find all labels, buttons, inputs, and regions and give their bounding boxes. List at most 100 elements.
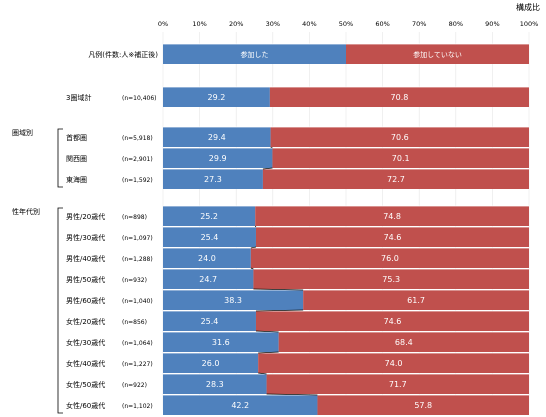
row-count: (n=1,097) <box>122 235 153 242</box>
x-tick-label: 100% <box>520 20 539 28</box>
connector-line <box>266 393 318 396</box>
row-label-1: 74.6 <box>384 317 402 326</box>
connector-line <box>250 267 254 270</box>
row-label-1: 72.7 <box>387 175 405 184</box>
connector-line <box>258 351 279 354</box>
x-tick-label: 40% <box>302 20 316 28</box>
x-tick-label: 10% <box>192 20 206 28</box>
x-tick-label: 30% <box>266 20 280 28</box>
x-tick-label: 70% <box>412 20 426 28</box>
row-label: 女性/30歳代 <box>66 338 105 347</box>
x-tick-label: 50% <box>339 20 353 28</box>
row-bar-1 <box>317 395 529 415</box>
row-bar-0 <box>163 290 304 310</box>
row-label-0: 26.0 <box>202 359 220 368</box>
row-bar-0 <box>163 395 318 415</box>
row-label-0: 29.2 <box>208 93 226 102</box>
row-bar-1 <box>250 248 529 268</box>
row-bar-0 <box>163 269 254 289</box>
row-label-0: 28.3 <box>206 380 224 389</box>
row-bar-1 <box>278 332 529 352</box>
connector-line <box>262 167 273 170</box>
row-label: 女性/20歳代 <box>66 317 105 326</box>
connector-line <box>254 225 257 228</box>
connector-line <box>270 146 273 149</box>
row-bar-1 <box>270 127 529 147</box>
row-bar-1 <box>258 353 529 373</box>
connector-line <box>250 246 257 249</box>
row-bar-1 <box>269 87 529 107</box>
row-label-1: 74.0 <box>385 359 403 368</box>
row-bar-1 <box>255 206 529 226</box>
x-tick-label: 90% <box>485 20 499 28</box>
row-bar-0 <box>163 87 270 107</box>
row-bar-0 <box>163 332 279 352</box>
row-label-1: 76.0 <box>381 254 399 263</box>
row-label: 男性/20歳代 <box>66 212 105 221</box>
row-count: (n=1,227) <box>122 361 153 368</box>
row-bar-1 <box>266 374 529 394</box>
row-label-1: 70.1 <box>392 154 410 163</box>
row-label-0: 25.4 <box>201 233 219 242</box>
x-tick-label: 0% <box>158 20 168 28</box>
row-bar-1 <box>253 269 530 289</box>
row-label-1: 70.6 <box>391 133 409 142</box>
legend-bar-1 <box>346 44 529 64</box>
row-label-0: 42.2 <box>231 401 249 410</box>
row-label-1: 57.8 <box>414 401 432 410</box>
row-label: 男性/30歳代 <box>66 233 105 242</box>
legend-label-0: 参加した <box>241 50 269 59</box>
row-count: (n=1,592) <box>122 177 153 184</box>
legend-bar-0 <box>163 44 346 64</box>
row-count: (n=1,102) <box>122 403 153 410</box>
legend-label-1: 参加していない <box>413 50 462 59</box>
row-label-1: 75.3 <box>382 275 400 284</box>
row-label: 女性/40歳代 <box>66 359 105 368</box>
row-label-0: 25.2 <box>200 212 218 221</box>
row-label-1: 68.4 <box>395 338 413 347</box>
row-label-0: 25.4 <box>201 317 219 326</box>
row-bar-0 <box>163 227 256 247</box>
row-count: (n=922) <box>122 382 147 389</box>
row-bar-0 <box>163 353 259 373</box>
row-label: 男性/50歳代 <box>66 275 105 284</box>
row-label: 男性/40歳代 <box>66 254 105 263</box>
row-label: 3圏域計 <box>66 93 91 102</box>
row-bar-0 <box>163 374 267 394</box>
x-tick-label: 80% <box>449 20 463 28</box>
row-label-1: 74.8 <box>383 212 401 221</box>
row-label: 関西圏 <box>66 155 87 163</box>
connector-line <box>253 288 304 291</box>
group-bracket <box>57 128 63 188</box>
row-count: (n=1,288) <box>122 256 153 263</box>
group-bracket <box>57 207 63 414</box>
row-count: (n=898) <box>122 214 147 221</box>
row-label-1: 74.6 <box>384 233 402 242</box>
row-bar-1 <box>262 169 529 189</box>
row-count: (n=1,064) <box>122 340 153 347</box>
row-bar-0 <box>163 148 273 168</box>
row-label-0: 27.3 <box>204 175 222 184</box>
row-label-0: 38.3 <box>224 296 242 305</box>
row-count: (n=1,040) <box>122 298 153 305</box>
row-label-1: 61.7 <box>407 296 425 305</box>
group-label: 圏域別 <box>12 128 33 137</box>
row-label-0: 29.9 <box>209 154 227 163</box>
row-label-0: 24.0 <box>198 254 216 263</box>
row-bar-0 <box>163 127 271 147</box>
row-label-1: 70.8 <box>391 93 409 102</box>
legend-row-label: 凡例(件数:人※補正後) <box>88 50 158 59</box>
row-label: 女性/50歳代 <box>66 380 105 389</box>
row-count: (n=932) <box>122 277 147 284</box>
row-bar-1 <box>255 227 530 247</box>
row-bar-0 <box>163 248 251 268</box>
row-label-0: 24.7 <box>199 275 217 284</box>
row-label: 男性/60歳代 <box>66 296 105 305</box>
row-label: 女性/60歳代 <box>66 401 105 410</box>
row-count: (n=856) <box>122 319 147 326</box>
row-count: (n=5,918) <box>122 135 153 142</box>
row-bar-1 <box>272 148 529 168</box>
connector-line <box>258 372 267 375</box>
row-label-1: 71.7 <box>389 380 407 389</box>
